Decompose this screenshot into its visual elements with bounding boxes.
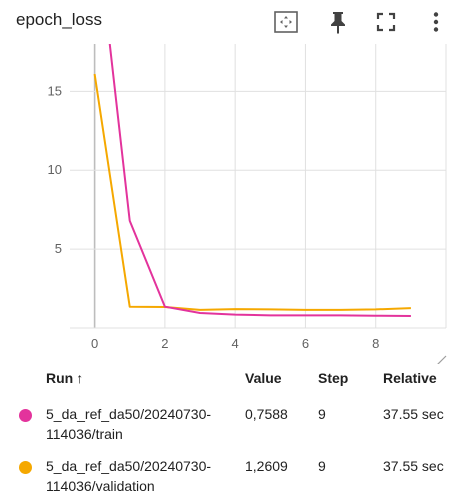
run-step: 9	[318, 458, 326, 474]
y-tick-label: 15	[48, 83, 62, 98]
pin-icon[interactable]	[324, 8, 352, 36]
fit-domain-icon[interactable]	[272, 8, 300, 36]
run-value: 0,7588	[245, 406, 288, 422]
run-value: 1,2609	[245, 458, 288, 474]
more-vert-icon[interactable]	[422, 8, 450, 36]
run-relative: 37.55 sec	[383, 458, 444, 474]
run-name: 5_da_ref_da50/20240730- 114036/validatio…	[46, 458, 212, 491]
y-tick-label: 5	[55, 241, 62, 256]
series-line[interactable]	[93, 73, 411, 311]
x-tick-label: 4	[232, 336, 239, 351]
x-tick-label: 0	[91, 336, 98, 351]
table-row: 5_da_ref_da50/20240730- 114036/validatio…	[0, 456, 466, 491]
runs-table: Run ↑ Value Step Relative 5_da_ref_da50/2…	[0, 370, 466, 491]
table-row: 5_da_ref_da50/20240730- 114036/train 0,7…	[0, 404, 466, 456]
resize-handle-icon[interactable]	[436, 355, 447, 364]
run-name: 5_da_ref_da50/20240730- 114036/train	[46, 406, 212, 442]
run-column-header[interactable]: Run ↑	[46, 370, 84, 386]
x-tick-label: 8	[372, 336, 379, 351]
step-column-header[interactable]: Step	[318, 370, 349, 386]
relative-column-header[interactable]: Relative	[383, 370, 437, 386]
loss-chart[interactable]: 0 2 4 6 8 5 10 15	[0, 44, 466, 364]
value-column-header[interactable]: Value	[245, 370, 282, 386]
run-color-dot[interactable]	[19, 461, 32, 474]
run-relative: 37.55 sec	[383, 406, 444, 422]
table-header: Run ↑ Value Step Relative	[0, 370, 466, 398]
chart-area[interactable]: 0 2 4 6 8 5 10 15	[0, 44, 466, 364]
series-line[interactable]	[95, 44, 411, 317]
y-tick-label: 10	[48, 162, 62, 177]
card-title: epoch_loss	[16, 10, 103, 29]
run-step: 9	[318, 406, 326, 422]
fullscreen-icon[interactable]	[372, 8, 400, 36]
sort-arrow-icon: ↑	[76, 370, 84, 386]
x-tick-label: 6	[302, 336, 309, 351]
run-color-dot[interactable]	[19, 409, 32, 422]
card-header: epoch_loss	[0, 0, 466, 44]
x-tick-label: 2	[161, 336, 168, 351]
